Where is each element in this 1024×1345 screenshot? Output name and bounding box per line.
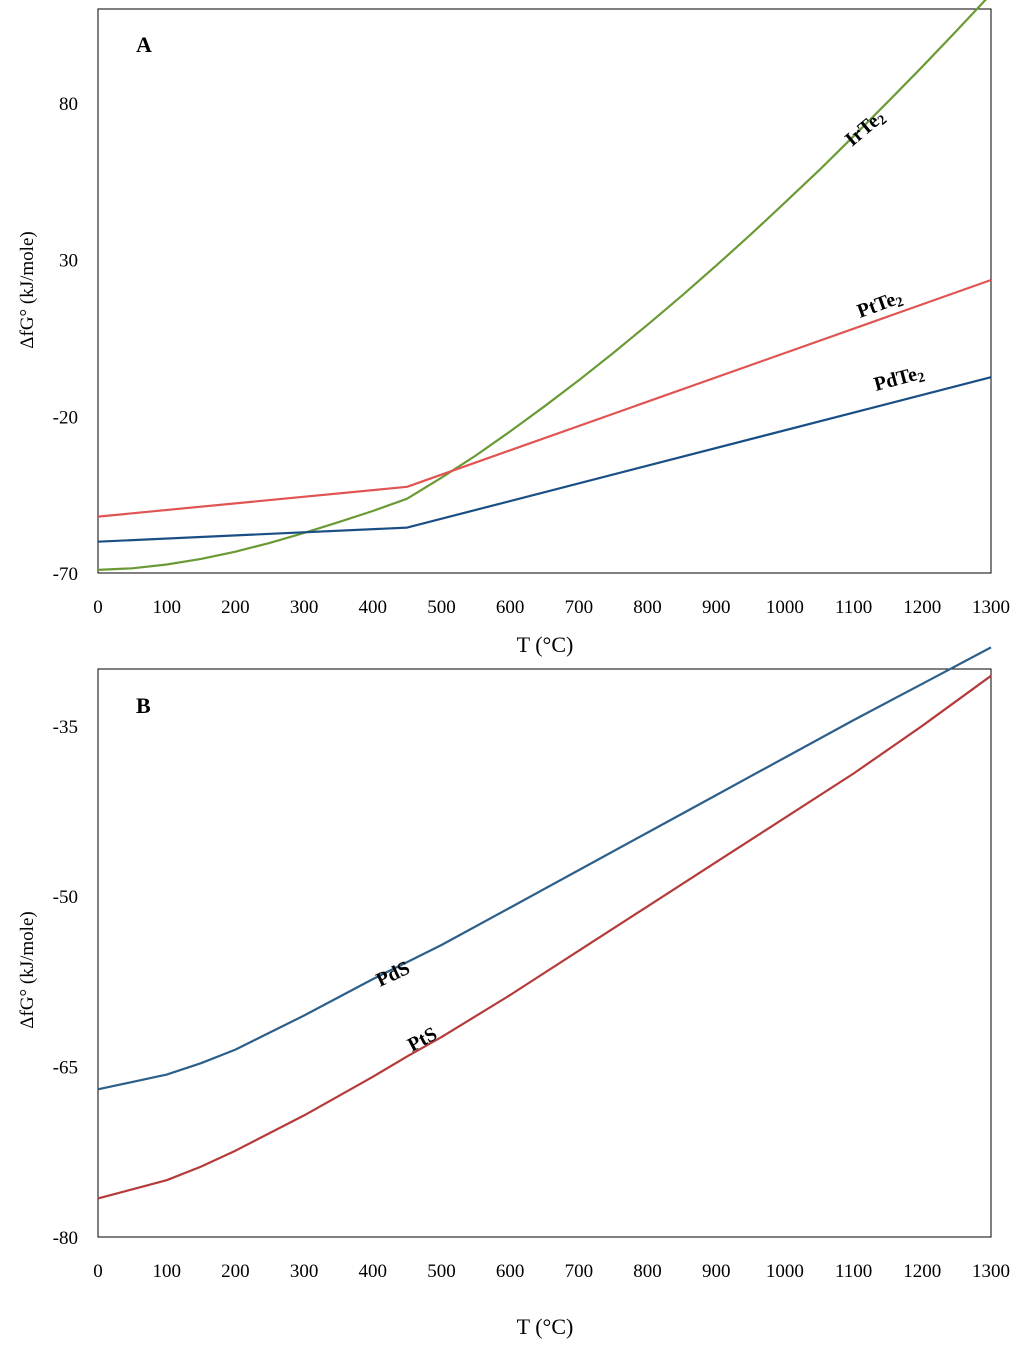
- panel-b-series-lines: [97, 646, 992, 1200]
- panel-a-letter: A: [136, 32, 152, 57]
- series-line-pts: [97, 674, 992, 1200]
- series-line-pds: [97, 646, 992, 1091]
- panel-a-series-lines: [97, 0, 992, 571]
- x-tick-label: 700: [565, 1261, 594, 1282]
- y-tick-label: -50: [53, 887, 78, 908]
- y-tick-label: 30: [59, 251, 78, 272]
- panel-a-y-ticks: 80 30 -20 -70: [53, 94, 78, 585]
- x-tick-label: 1200: [903, 597, 941, 618]
- x-tick-label: 0: [93, 1261, 103, 1282]
- panel-a-x-ticks: 0 100 200 300 400 500 600 700 800 900 1000 1100 1200…: [93, 597, 1010, 618]
- x-tick-label: 200: [221, 597, 250, 618]
- series-line-irte2: [97, 0, 987, 571]
- series-line-pdte2: [97, 376, 992, 543]
- series-label-pdte2: PdTe2: [872, 361, 927, 397]
- panel-b-x-ticks: 0 100 200 300 400 500 600 700 800 900 1000 1100 1200…: [93, 1261, 1010, 1282]
- panel-b-y-axis-title: ΔfG° (kJ/mole): [17, 911, 38, 1028]
- x-tick-label: 1200: [903, 1261, 941, 1282]
- x-tick-label: 700: [565, 597, 594, 618]
- x-tick-label: 1100: [835, 597, 872, 618]
- x-tick-label: 1000: [766, 1261, 804, 1282]
- series-label-pts: PtS: [404, 1023, 441, 1057]
- y-tick-label: -80: [53, 1228, 78, 1249]
- x-tick-label: 1300: [972, 597, 1010, 618]
- panel-a-y-axis-title: ΔfG° (kJ/mole): [17, 231, 38, 348]
- x-tick-label: 500: [427, 1261, 456, 1282]
- x-tick-label: 500: [427, 597, 456, 618]
- panel-a-plot-frame: [97, 8, 992, 574]
- x-tick-label: 600: [496, 597, 525, 618]
- x-tick-label: 100: [152, 1261, 181, 1282]
- x-tick-label: 100: [152, 597, 181, 618]
- series-label-irte2: IrTe2: [841, 106, 890, 153]
- x-tick-label: 1000: [766, 597, 804, 618]
- x-tick-label: 800: [633, 1261, 662, 1282]
- x-tick-label: 800: [633, 597, 662, 618]
- x-tick-label: 1100: [835, 1261, 872, 1282]
- y-tick-label: -20: [53, 407, 78, 428]
- x-tick-label: 900: [702, 1261, 731, 1282]
- panel-b-letter: B: [136, 693, 151, 718]
- x-tick-label: 900: [702, 597, 731, 618]
- panel-b: B -35 -50 -65 -80 0 100 200 300 400 500 600 700 800…: [17, 646, 1010, 1339]
- y-tick-label: -70: [53, 564, 78, 585]
- panel-b-plot-frame: [97, 668, 992, 1238]
- y-tick-label: -65: [53, 1058, 78, 1079]
- x-tick-label: 300: [290, 1261, 319, 1282]
- panel-b-y-ticks: -35 -50 -65 -80: [53, 717, 78, 1249]
- y-tick-label: 80: [59, 94, 78, 115]
- y-tick-label: -35: [53, 717, 78, 738]
- x-tick-label: 300: [290, 597, 319, 618]
- x-tick-label: 200: [221, 1261, 250, 1282]
- panel-a-x-axis-title: T (°C): [517, 632, 574, 657]
- panel-a: A 80 30 -20 -70 0 100 200 300 400 500 600 700 800 90…: [17, 0, 1010, 657]
- x-tick-label: 400: [359, 597, 388, 618]
- series-line-ptte2: [97, 278, 992, 518]
- x-tick-label: 600: [496, 1261, 525, 1282]
- x-tick-label: 400: [359, 1261, 388, 1282]
- panel-b-x-axis-title: T (°C): [517, 1314, 574, 1339]
- x-tick-label: 0: [93, 597, 103, 618]
- x-tick-label: 1300: [972, 1261, 1010, 1282]
